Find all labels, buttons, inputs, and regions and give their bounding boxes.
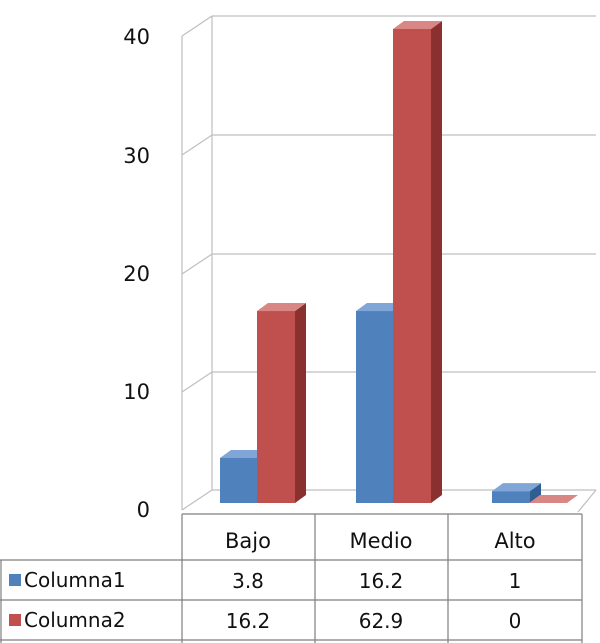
table-cell: 16.2: [359, 569, 404, 593]
gridline-20: [181, 253, 213, 275]
y-tick-label-0: 0: [137, 498, 150, 522]
bar-columna2-bajo: [257, 311, 295, 503]
legend-key-columna1: [9, 574, 21, 586]
bar-columna1-bajo: [220, 457, 258, 503]
bar-columna1-alto-side: [530, 483, 541, 503]
table-cell: 1: [509, 569, 522, 593]
legend-key-columna2: [9, 614, 21, 626]
row-label-columna2: Columna2: [24, 608, 126, 632]
bar-columna1-alto: [492, 491, 530, 503]
y-tick-label-30: 30: [123, 144, 150, 168]
gridline-10: [181, 371, 213, 393]
bar-columna1-medio-top: [356, 303, 405, 312]
bar-columna2-bajo-side: [295, 303, 306, 503]
bar-columna1-alto-top: [492, 483, 541, 492]
bar-columna2-bajo-top: [257, 303, 306, 312]
chart-walls: [181, 16, 597, 513]
gridline-30: [181, 134, 213, 156]
floor-right-edge: [577, 489, 597, 513]
row-label-columna1: Columna1: [24, 568, 126, 592]
gridline-40: [181, 15, 213, 37]
y-tick-label-40: 40: [123, 25, 150, 49]
bar-columna2-alto-top: [529, 495, 578, 503]
bar-columna1-medio: [356, 311, 394, 503]
y-tick-label-20: 20: [123, 262, 150, 286]
bar-columna1-bajo-top: [220, 449, 269, 458]
gridline-0: [181, 489, 213, 511]
bar-columna2-medio-top: [393, 21, 442, 29]
bar-columna2-medio-side: [431, 21, 442, 503]
table-header-bajo: Bajo: [225, 529, 271, 553]
y-axis: 0 10 20 30 40: [123, 25, 150, 522]
table-cell: 62.9: [359, 609, 404, 633]
y-tick-label-10: 10: [123, 380, 150, 404]
bar-columna2-medio: [393, 29, 431, 503]
bars: [220, 21, 578, 503]
table-header-alto: Alto: [494, 529, 535, 553]
table-header-medio: Medio: [349, 529, 412, 553]
data-table: Bajo Medio Alto Columna1 3.8 16.2 1 Colu…: [0, 513, 583, 643]
table-cell: 16.2: [226, 609, 271, 633]
table-cell: 0: [509, 609, 522, 633]
table-cell: 3.8: [232, 569, 264, 593]
